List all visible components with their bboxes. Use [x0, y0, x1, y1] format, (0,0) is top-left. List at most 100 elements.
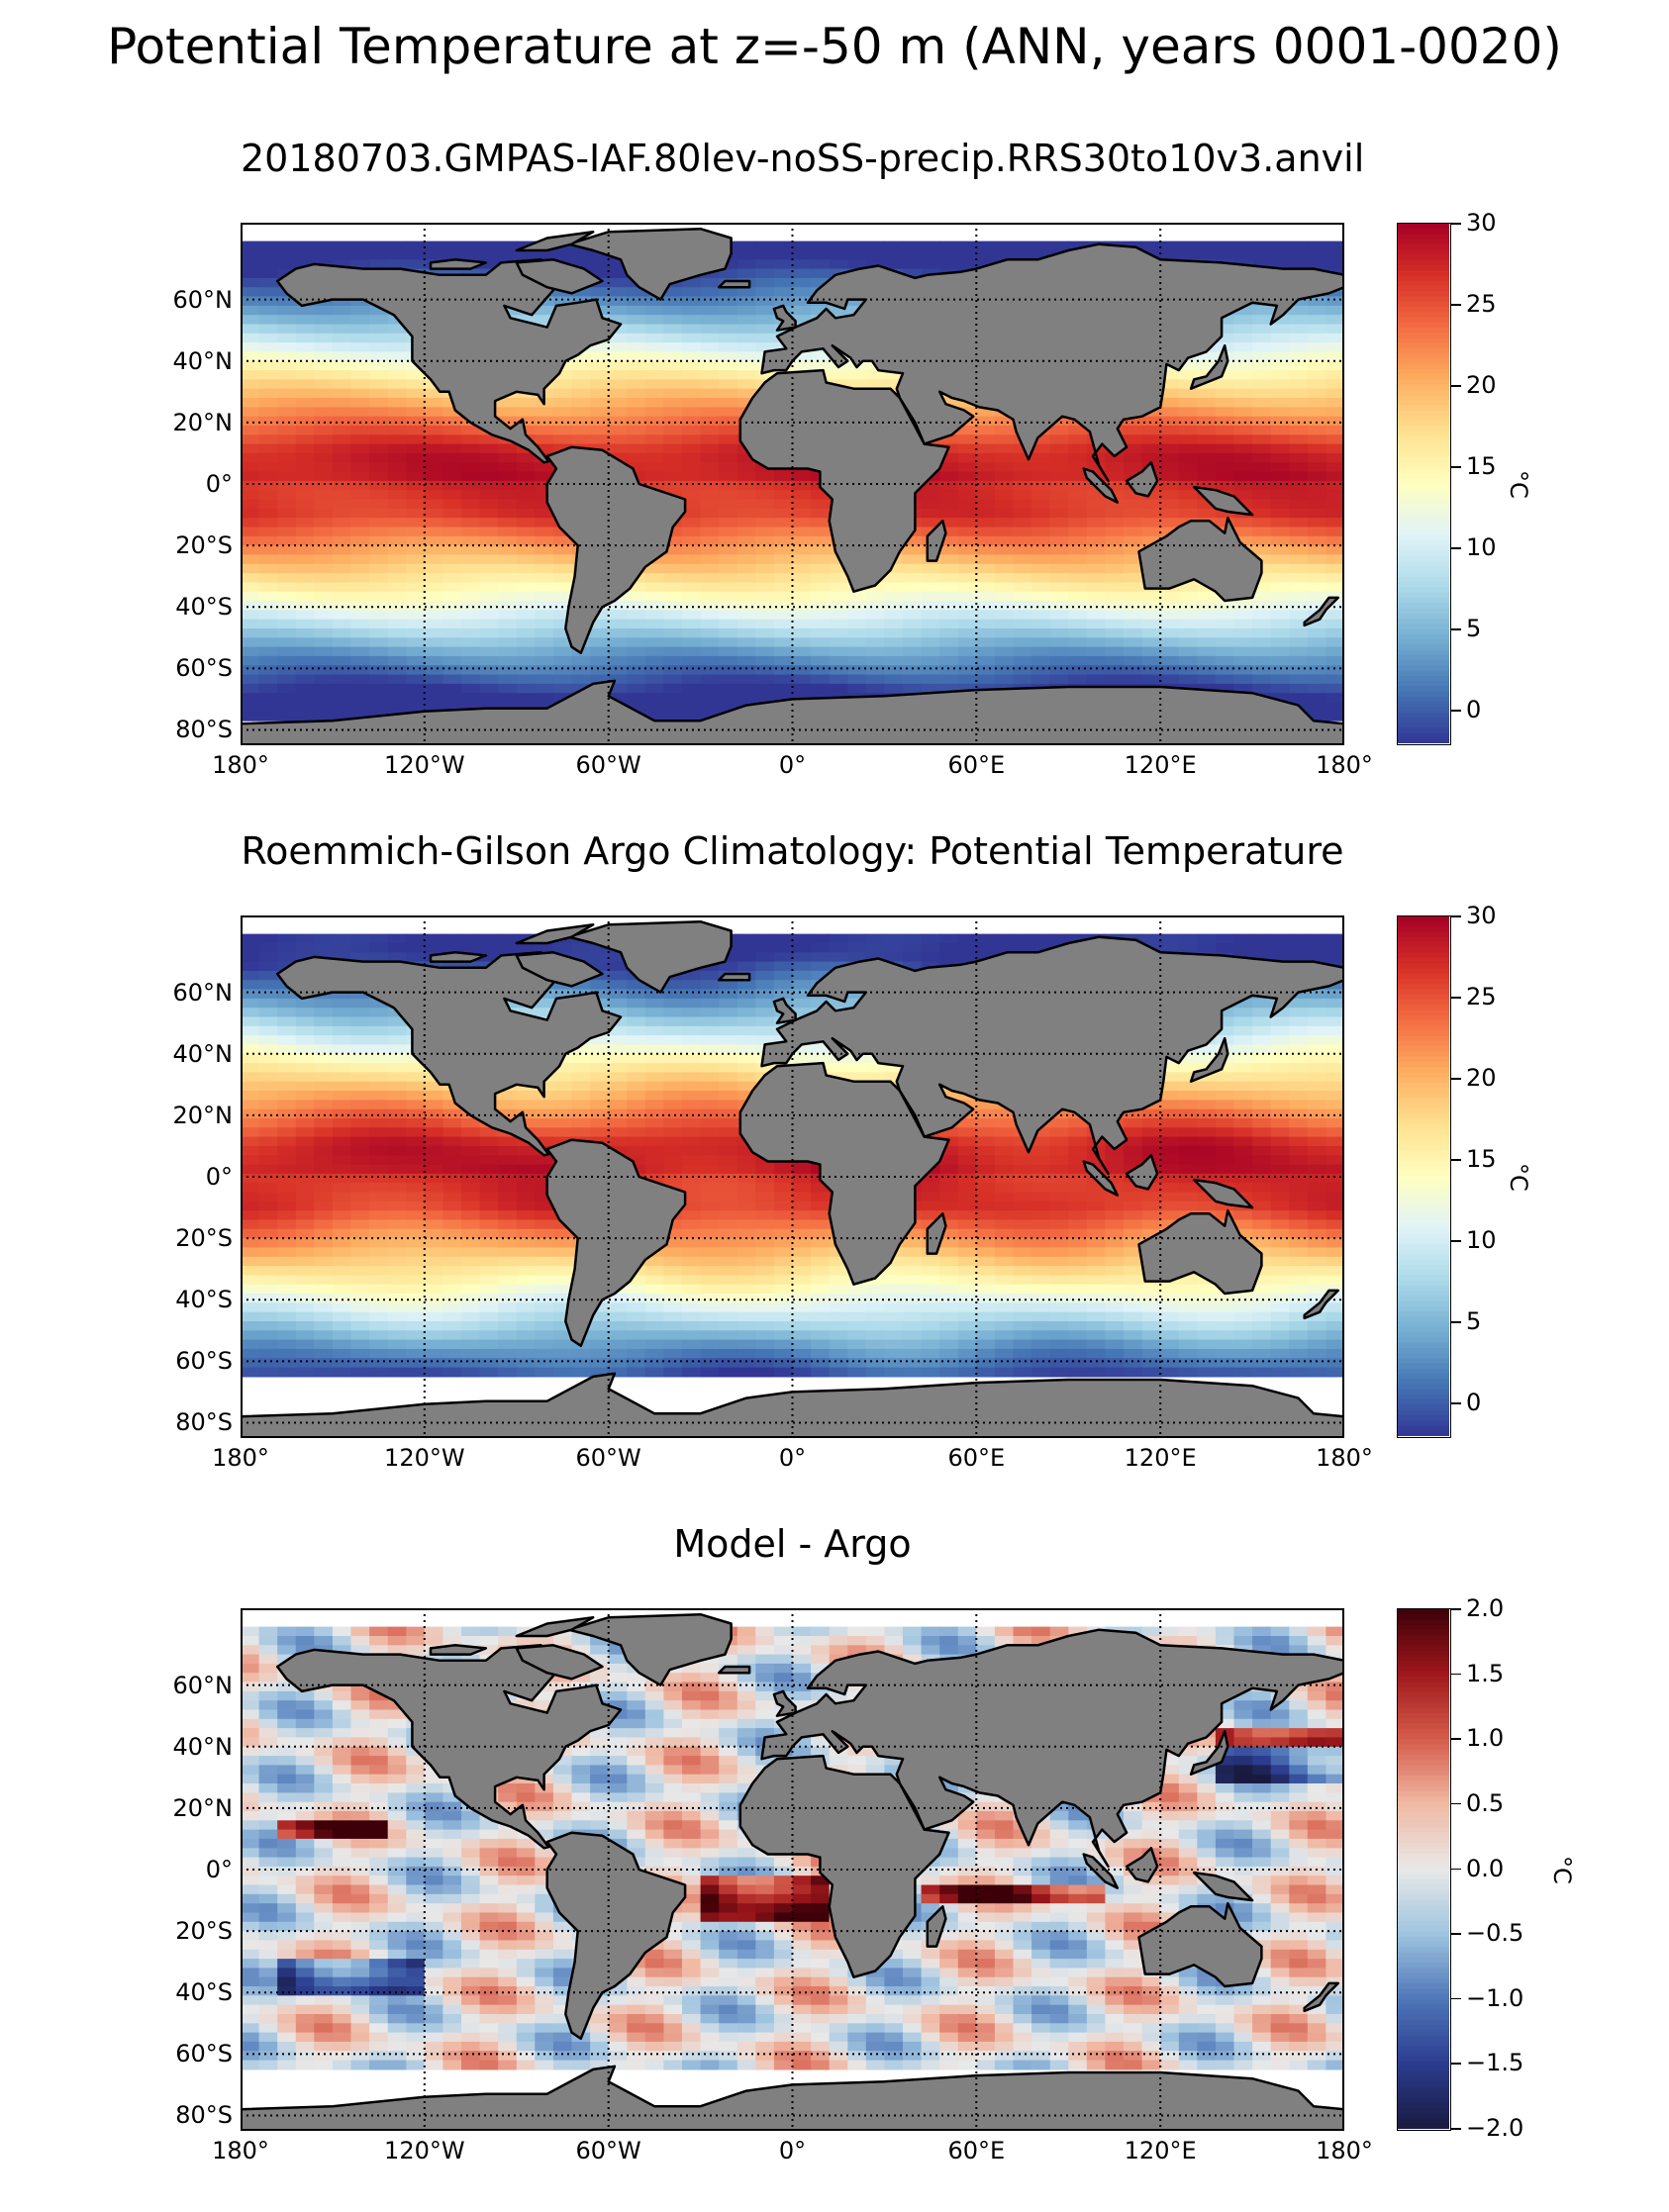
colorbar-segment	[1398, 989, 1449, 996]
lon-tick-label: 0°	[778, 2137, 807, 2164]
colorbar-segment	[1398, 301, 1449, 308]
lon-tick-label: 180°	[212, 1444, 269, 1472]
colorbar-tick	[1451, 304, 1461, 306]
colorbar-segment	[1398, 1869, 1449, 1875]
colorbar-segment	[1398, 1129, 1449, 1136]
colorbar-segment	[1398, 1285, 1449, 1292]
colorbar-segment	[1398, 1363, 1449, 1370]
colorbar-segment	[1398, 229, 1449, 236]
colorbar-tick-label: 30	[1466, 209, 1497, 237]
colorbar-segment	[1398, 1404, 1449, 1411]
colorbar-segment	[1398, 1749, 1449, 1756]
colorbar-segment	[1398, 1801, 1449, 1808]
colorbar-segment	[1398, 1723, 1449, 1730]
colorbar-tick	[1451, 915, 1461, 917]
lon-tick-label: 0°	[778, 751, 807, 779]
colorbar-segment	[1398, 1222, 1449, 1229]
colorbar-segment	[1398, 494, 1449, 501]
colorbar-segment	[1398, 1238, 1449, 1245]
landmass-sumatra	[1082, 467, 1120, 504]
lat-tick-label: 40°S	[175, 593, 233, 622]
colorbar-segment	[1398, 1968, 1449, 1974]
colorbar-segment	[1398, 561, 1449, 568]
colorbar-segment	[1398, 390, 1449, 397]
colorbar-segment	[1398, 1233, 1449, 1240]
landmass-new-guinea	[1192, 485, 1254, 517]
colorbar-segment	[1398, 2030, 1449, 2037]
colorbar-tick	[1451, 1608, 1461, 1610]
colorbar-segment	[1398, 654, 1449, 661]
colorbar-segment	[1398, 1046, 1449, 1053]
colorbar-segment	[1398, 1993, 1449, 2000]
landmass-borneo	[1125, 1847, 1159, 1883]
colorbar-segment	[1398, 1374, 1449, 1381]
colorbar-segment	[1398, 2040, 1449, 2047]
colorbar-segment	[1398, 2014, 1449, 2021]
lon-tick-label: 180°	[1316, 751, 1373, 779]
colorbar-segment	[1398, 1353, 1449, 1360]
lat-tick-label: 60°N	[172, 978, 234, 1007]
colorbar-segment	[1398, 1020, 1449, 1027]
landmass-iceland	[717, 1665, 751, 1675]
lon-tick-label: 60°W	[575, 1444, 641, 1472]
colorbar-segment	[1398, 270, 1449, 277]
colorbar-unit-label: °C	[1505, 470, 1532, 499]
colorbar-tick-label: −2.0	[1466, 2114, 1524, 2142]
landmass-iceland	[717, 279, 751, 289]
gridlines	[241, 223, 1344, 745]
colorbar-segment	[1398, 1067, 1449, 1074]
colorbar-segment	[1398, 1645, 1449, 1652]
colorbar-segment	[1398, 550, 1449, 557]
lat-tick-label: 60°S	[175, 1347, 233, 1376]
colorbar-segment	[1398, 1760, 1449, 1767]
colorbar-segment	[1398, 1780, 1449, 1787]
colorbar-segment	[1398, 1415, 1449, 1422]
lat-tick-label: 20°S	[175, 1917, 233, 1946]
colorbar-segment	[1398, 1347, 1449, 1354]
colorbar-segment	[1398, 1108, 1449, 1115]
colorbar-tick	[1451, 1240, 1461, 1242]
colorbar-segment	[1398, 369, 1449, 376]
colorbar-segment	[1398, 1296, 1449, 1302]
colorbar-segment	[1398, 1728, 1449, 1735]
colorbar-tick-label: 25	[1466, 290, 1497, 319]
colorbar-tick	[1451, 466, 1461, 468]
colorbar-tick	[1451, 385, 1461, 387]
colorbar-segment	[1398, 1936, 1449, 1943]
colorbar-tick	[1451, 547, 1461, 549]
colorbar-segment	[1398, 1889, 1449, 1896]
colorbar-segment	[1398, 1609, 1449, 1616]
colorbar-segment	[1398, 2019, 1449, 2026]
colorbar-unit-label: °C	[1548, 1856, 1576, 1884]
colorbar-segment	[1398, 1379, 1449, 1386]
colorbar-segment	[1398, 1972, 1449, 1979]
colorbar-segment	[1398, 1249, 1449, 1256]
colorbar-segment	[1398, 2108, 1449, 2115]
colorbar-segment	[1398, 1000, 1449, 1007]
colorbar-segment	[1398, 712, 1449, 719]
lat-tick-label: 40°N	[172, 1039, 234, 1068]
colorbar-segment	[1398, 660, 1449, 667]
colorbar-segment	[1398, 1124, 1449, 1131]
landmass-eurasia	[760, 242, 1344, 483]
colorbar-segment	[1398, 1843, 1449, 1850]
colorbar-segment	[1398, 619, 1449, 625]
colorbar-tick-label: 15	[1466, 452, 1497, 481]
lon-tick-label: 180°	[1316, 2137, 1373, 2164]
colorbar-segment	[1398, 1321, 1449, 1328]
colorbar-segment	[1398, 1640, 1449, 1647]
colorbar-tick-label: 5	[1466, 615, 1482, 643]
colorbar-segment	[1398, 1264, 1449, 1271]
landmass-ellesmere	[515, 923, 595, 945]
colorbar-segment	[1398, 1874, 1449, 1880]
map-panel-difference	[241, 1608, 1344, 2131]
colorbar-segment	[1398, 1098, 1449, 1105]
colorbar-segment	[1398, 1212, 1449, 1219]
colorbar-segment	[1398, 633, 1449, 640]
colorbar-segment	[1398, 1181, 1449, 1188]
colorbar-tick	[1451, 1738, 1461, 1740]
lon-tick-label: 60°E	[947, 751, 1006, 779]
colorbar-segment	[1398, 452, 1449, 459]
colorbar-segment	[1398, 1915, 1449, 1922]
colorbar-segment	[1398, 973, 1449, 980]
